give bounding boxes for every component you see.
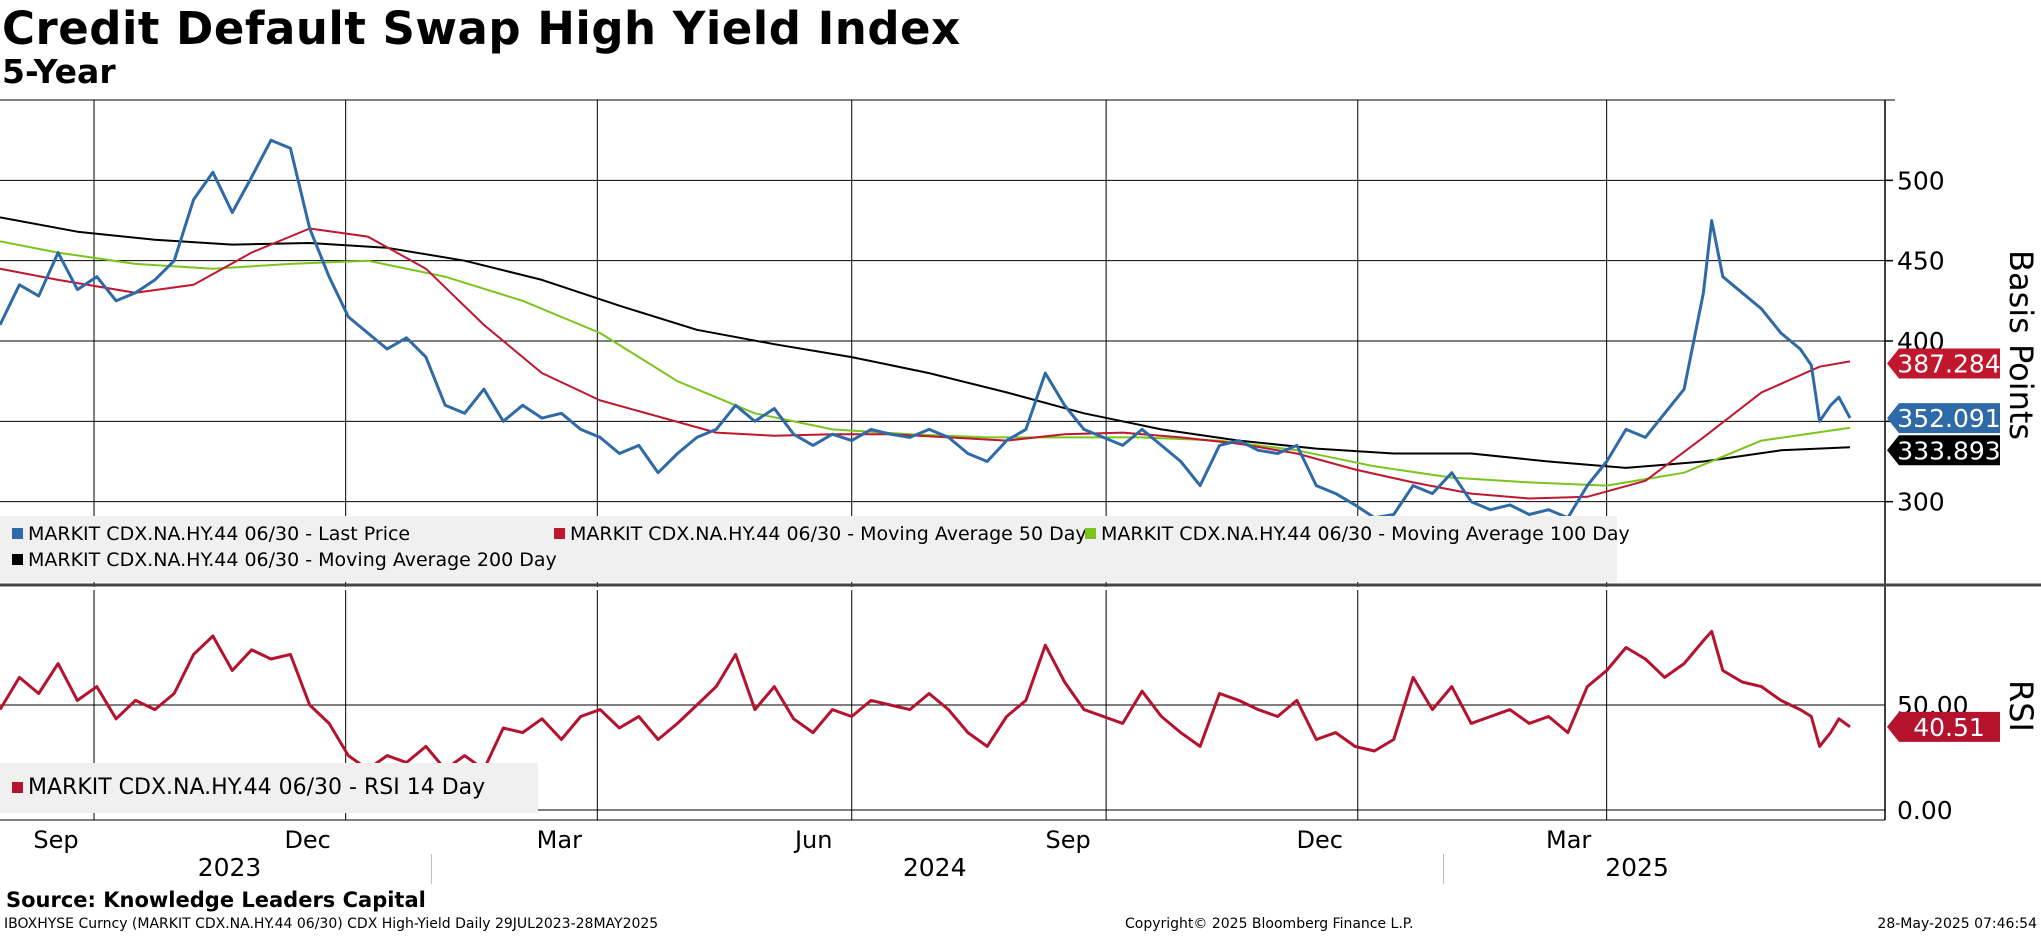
y-tick-label-main: 500 [1897,166,1945,195]
series-line-ma100 [0,240,1851,487]
value-label-ma200-text: 333.893 [1897,436,2000,465]
x-year-label: 2025 [1605,853,1669,882]
legend-item-rsi: MARKIT CDX.NA.HY.44 06/30 - RSI 14 Day [12,775,485,800]
value-label-ma50: 387.284 [1887,348,2001,379]
x-tick-label: Mar [537,826,582,854]
grid-lines [0,100,1885,884]
chart-title: Credit Default Swap High Yield Index [2,2,961,55]
legend-item-ma200: MARKIT CDX.NA.HY.44 06/30 - Moving Avera… [12,549,557,571]
series-line-ma200 [0,216,1851,469]
legend-swatch-ma100 [1085,528,1096,539]
timestamp: 28-May-2025 07:46:54 [1877,916,2037,932]
value-label-ma50-bg [1887,348,2000,379]
x-tick-label: Sep [33,826,78,854]
series-line-ma50 [0,227,1851,500]
value-label-ma200: 333.893 [1887,435,2001,466]
x-year-label: 2023 [198,853,262,882]
value-label-last-price-bg [1887,403,2000,434]
x-tick-label: Sep [1046,826,1091,854]
legend-swatch-last-price [12,528,23,539]
value-label-last-price: 352.091 [1887,403,2001,434]
series-line-rsi [0,629,1851,771]
y-tick-label-main: 450 [1897,247,1945,276]
axes: SepDecMarJunSepDecMar2023202420253003504… [0,99,2041,882]
legend-item-ma50: MARKIT CDX.NA.HY.44 06/30 - Moving Avera… [554,523,1087,545]
legend-panel-rsi [0,763,538,813]
y-tick-label-rsi: 0.00 [1897,796,1953,825]
value-label-ma50-text: 387.284 [1897,349,2000,378]
legend-item-ma100: MARKIT CDX.NA.HY.44 06/30 - Moving Avera… [1085,523,1630,545]
x-tick-label: Mar [1546,826,1591,854]
legend-item-last-price: MARKIT CDX.NA.HY.44 06/30 - Last Price [12,523,410,545]
legend-swatch-ma50 [554,528,565,539]
value-label-last-price-text: 352.091 [1897,404,2000,433]
value-label-rsi: 40.51 [1887,711,2000,742]
legend-swatch-rsi [12,782,23,793]
value-label-rsi-bg [1887,711,2000,742]
last-value-labels: 387.284 333.893 352.091 40.51 [1887,348,2001,742]
ticker-info: IBOXHYSE Curncy (MARKIT CDX.NA.HY.44 06/… [4,916,659,932]
series-lines [0,138,1852,771]
chart-subtitle: 5-Year [2,52,116,91]
y-tick-label-main: 300 [1897,488,1945,517]
value-label-ma200-bg [1887,435,2000,466]
y-axis-title-rsi: RSI [2002,680,2040,732]
x-tick-label: Dec [284,826,330,854]
x-year-label: 2024 [903,853,967,882]
legend-swatch-ma200 [12,554,23,565]
x-tick-label: Dec [1297,826,1343,854]
series-line-last-price [0,138,1852,520]
legend-panel-main [0,516,1617,582]
copyright: Copyright© 2025 Bloomberg Finance L.P. [1125,916,1414,932]
source-note: Source: Knowledge Leaders Capital [6,888,426,912]
y-axis-title-main: Basis Points [2002,250,2040,440]
value-label-rsi-text: 40.51 [1913,713,1985,742]
x-tick-label: Jun [793,826,833,854]
